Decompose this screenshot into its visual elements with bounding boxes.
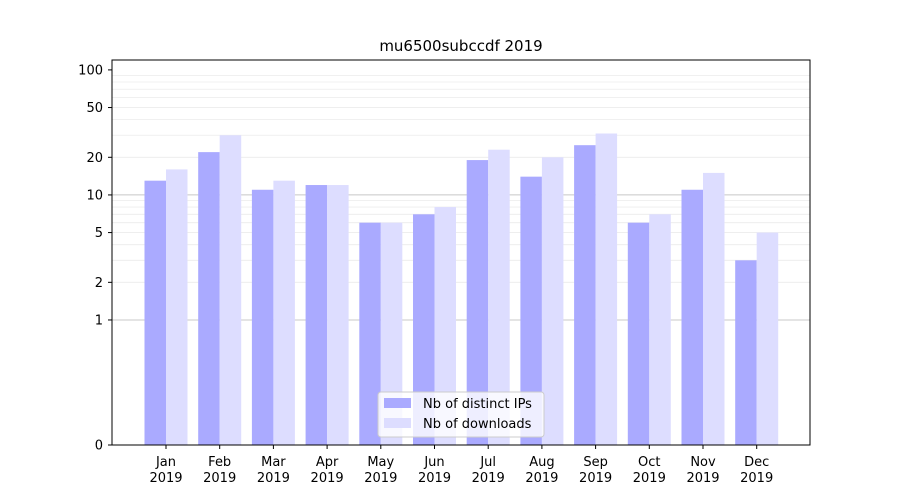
y-tick-label: 2 xyxy=(95,276,103,291)
bar-downloads xyxy=(595,133,618,445)
legend-label: Nb of downloads xyxy=(423,417,532,432)
x-tick-label-month: Apr xyxy=(316,455,339,470)
y-tick-label: 100 xyxy=(78,63,103,78)
x-tick-label-month: Jul xyxy=(479,455,496,470)
x-axis: Jan2019Feb2019Mar2019Apr2019May2019Jun20… xyxy=(149,445,773,486)
y-tick-label: 20 xyxy=(86,151,103,166)
x-tick-label-year: 2019 xyxy=(364,471,397,486)
bar-ips xyxy=(520,176,542,445)
x-tick-label-month: Jun xyxy=(423,455,444,470)
bar-ips xyxy=(681,189,703,445)
bar-ips xyxy=(627,222,650,445)
y-tick-label: 1 xyxy=(95,313,103,328)
x-tick-label-month: Nov xyxy=(690,455,716,470)
plot-frame xyxy=(111,59,811,446)
x-tick-label-year: 2019 xyxy=(633,471,666,486)
x-tick-label-year: 2019 xyxy=(472,471,505,486)
x-tick-label-year: 2019 xyxy=(418,471,451,486)
legend-swatch xyxy=(384,418,411,428)
y-tick-label: 10 xyxy=(86,188,103,203)
bar-downloads xyxy=(649,214,671,445)
bar-ips xyxy=(735,260,757,445)
x-tick-label-month: Feb xyxy=(208,455,231,470)
bar-downloads xyxy=(166,169,188,445)
legend-label: Nb of distinct IPs xyxy=(423,397,532,412)
bar-downloads xyxy=(327,185,349,445)
bar-ips xyxy=(144,180,166,445)
bar-ips xyxy=(574,145,596,445)
bar-downloads xyxy=(273,180,295,445)
bar-ips xyxy=(305,185,328,445)
x-tick-label-year: 2019 xyxy=(740,471,773,486)
legend: Nb of distinct IPs Nb of downloads xyxy=(377,391,545,438)
bar-downloads xyxy=(541,157,564,445)
legend-swatch xyxy=(384,398,411,408)
x-tick-label-month: Sep xyxy=(583,455,608,470)
bar-downloads xyxy=(488,149,510,446)
x-tick-label-year: 2019 xyxy=(525,471,558,486)
x-tick-label-year: 2019 xyxy=(257,471,290,486)
x-tick-label-month: Aug xyxy=(529,455,554,470)
x-tick-label-year: 2019 xyxy=(686,471,719,486)
bar-downloads xyxy=(756,232,779,445)
bar-ips xyxy=(359,222,381,445)
x-tick-label-year: 2019 xyxy=(149,471,182,486)
x-tick-label-month: May xyxy=(367,455,394,470)
chart-title: mu6500subccdf 2019 xyxy=(379,37,542,55)
y-axis: 0 1 2 5 10 20 50 100 xyxy=(78,63,112,454)
bar-downloads xyxy=(219,135,242,445)
x-tick-label-month: Oct xyxy=(638,455,660,470)
y-tick-label: 5 xyxy=(95,226,103,241)
bar-downloads xyxy=(703,172,725,445)
y-tick-label: 0 xyxy=(95,439,103,454)
bar-ips xyxy=(251,189,274,445)
x-tick-label-month: Dec xyxy=(744,455,769,470)
y-tick-label: 50 xyxy=(86,101,103,116)
bar-ips xyxy=(466,160,489,445)
bar-downloads xyxy=(380,222,403,445)
x-tick-label-month: Jan xyxy=(155,455,176,470)
x-tick-label-year: 2019 xyxy=(579,471,612,486)
bar-downloads xyxy=(434,207,456,445)
x-tick-label-month: Mar xyxy=(261,455,286,470)
bar-ips xyxy=(413,214,435,445)
bar-ips xyxy=(198,152,220,445)
x-tick-label-year: 2019 xyxy=(311,471,344,486)
x-tick-label-year: 2019 xyxy=(203,471,236,486)
bar-layer xyxy=(144,133,779,446)
legend-box xyxy=(377,391,545,438)
